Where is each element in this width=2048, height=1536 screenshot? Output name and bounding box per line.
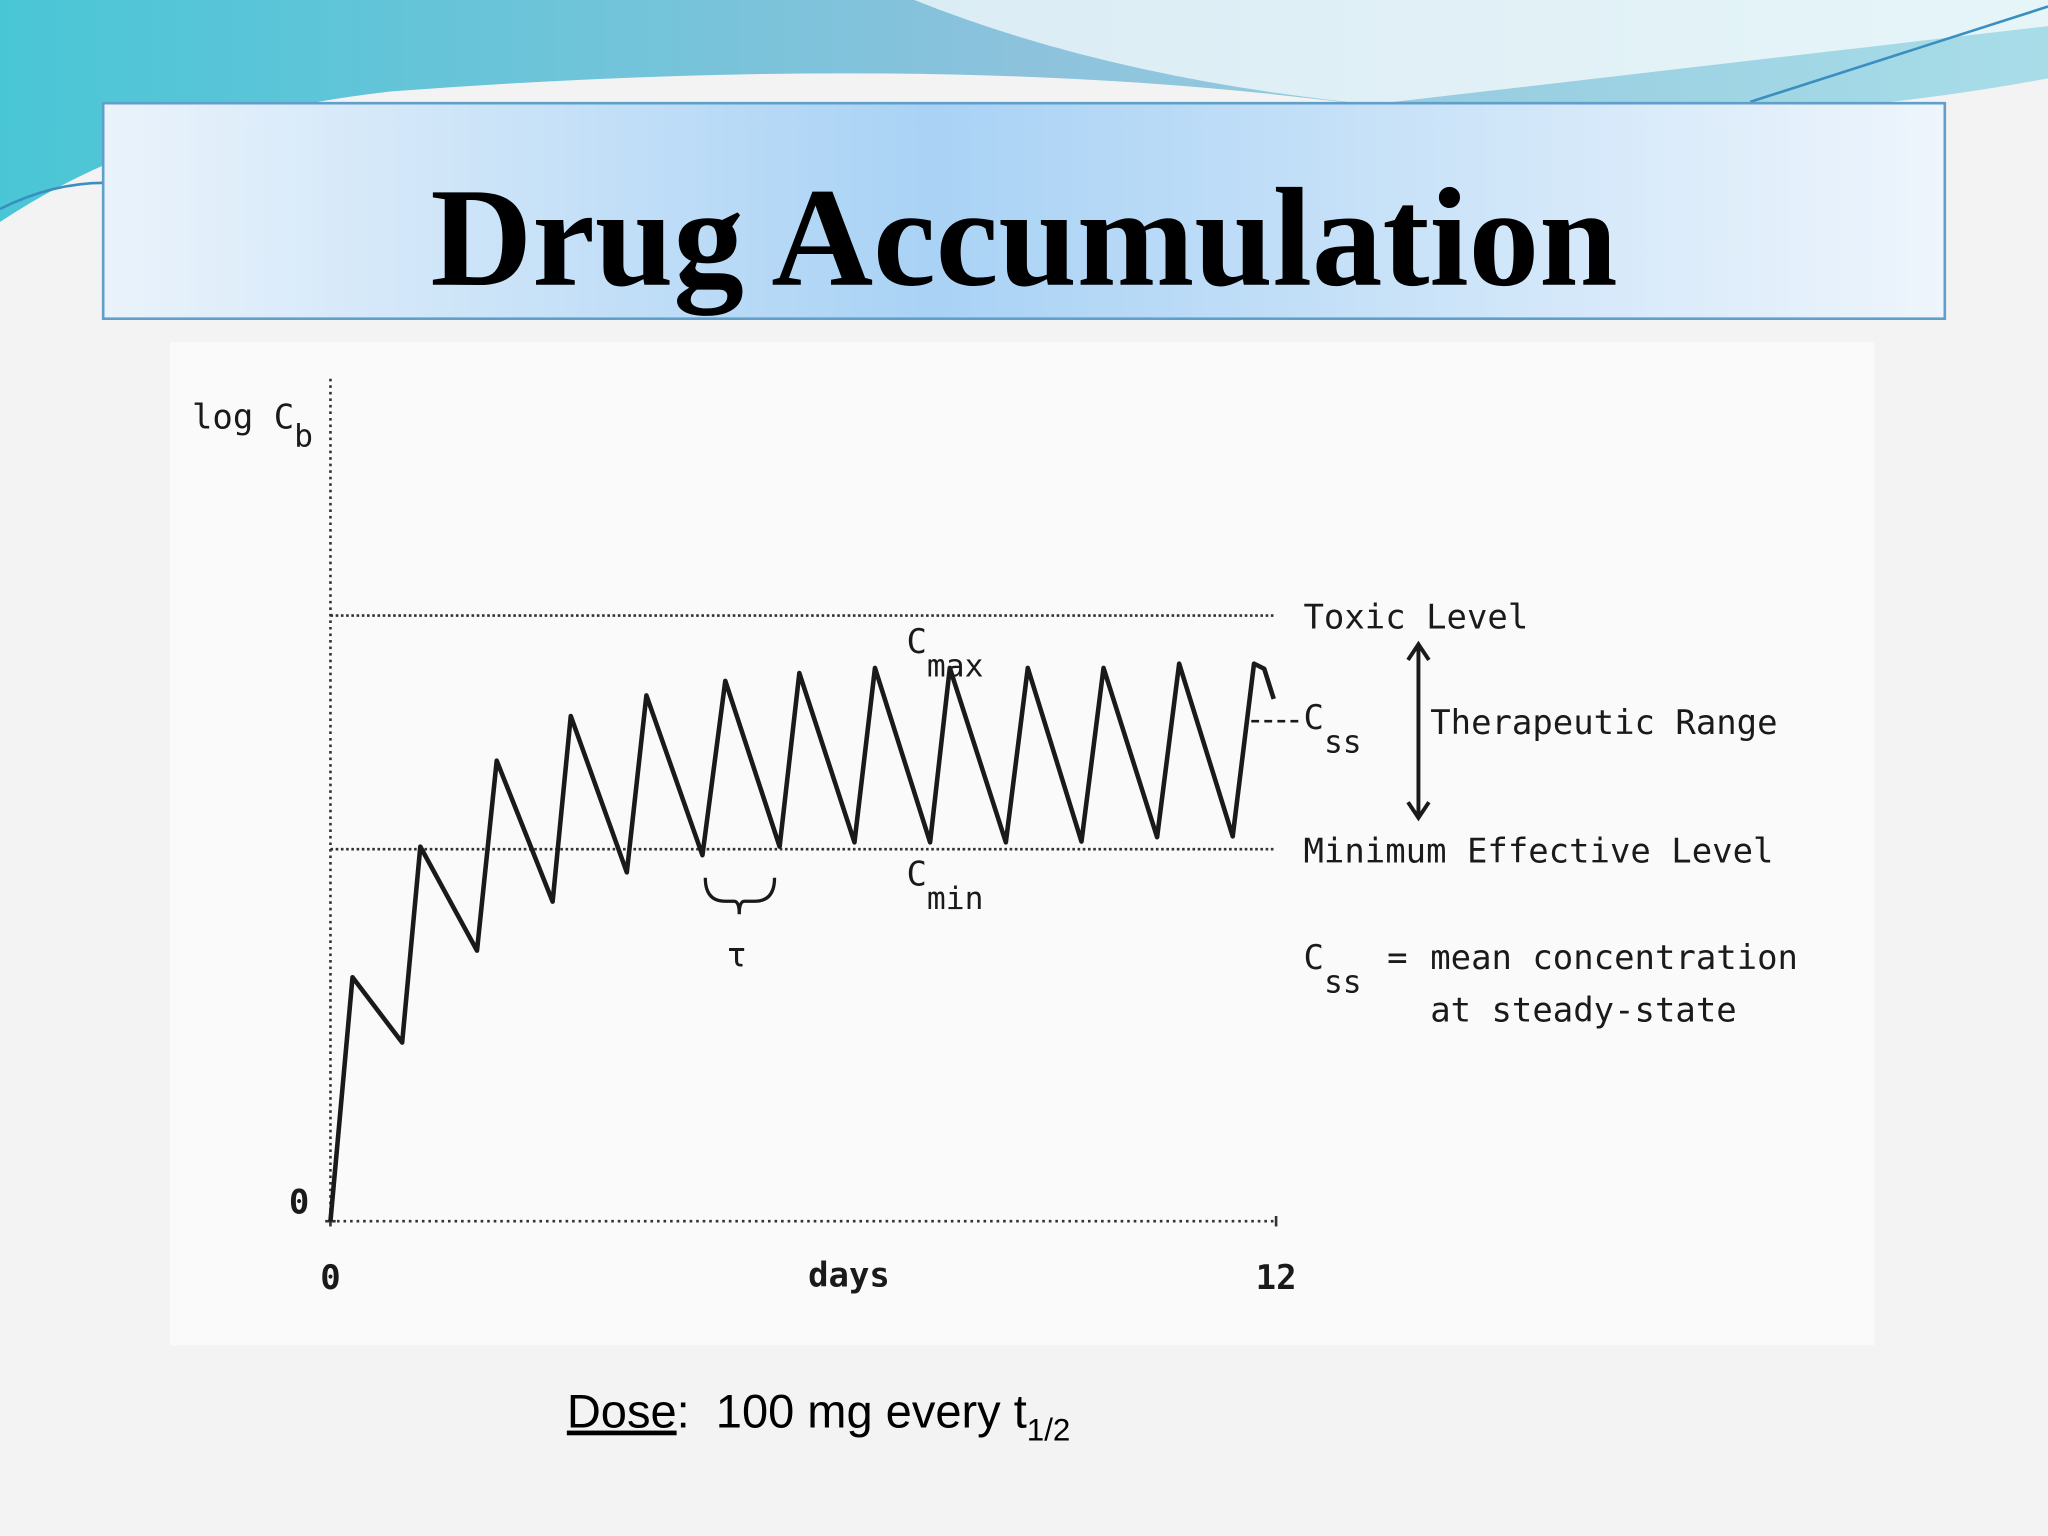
cmin-label: Cmin (906, 855, 983, 918)
tau-brace (703, 877, 777, 915)
footnote-text: : 100 mg every t (677, 1385, 1027, 1438)
chart-panel (169, 342, 1875, 1346)
reference-label: Toxic Level (1304, 598, 1529, 638)
cmin-text: C (906, 855, 926, 895)
definition-text: C (1304, 938, 1324, 978)
wave-line (1749, 5, 2048, 104)
x-axis-label: days (808, 1256, 890, 1296)
definition-symbol: Css (1304, 938, 1362, 1001)
css-label: Css (1304, 698, 1362, 761)
y-axis-label: log Cb (192, 397, 313, 454)
range-arrowhead (1406, 640, 1431, 662)
cmin-sub: min (927, 881, 984, 917)
data-line (328, 661, 1276, 1222)
footnote-sub: 1/2 (1027, 1413, 1071, 1448)
footnote: Dose: 100 mg every t1/2 (567, 1385, 1071, 1448)
wave-line (0, 181, 105, 211)
cmax-text: C (906, 622, 926, 662)
y-tick-label: 0 (289, 1182, 309, 1222)
range-arrowhead (1406, 801, 1431, 822)
definition-line: at steady-state (1430, 990, 1736, 1030)
y-axis-label-text: log C (192, 397, 294, 437)
css-text: C (1304, 698, 1324, 738)
definition-sub: ss (1324, 965, 1362, 1001)
reference-label: Minimum Effective Level (1304, 831, 1774, 871)
slide-title: Drug Accumulation (430, 159, 1617, 316)
title-box (101, 101, 1947, 320)
y-axis-label-sub: b (294, 419, 313, 455)
footnote-underlined: Dose (567, 1385, 677, 1438)
definition-equals: = (1387, 938, 1407, 978)
wave-highlight (914, 0, 2048, 105)
css-sub: ss (1324, 725, 1362, 761)
therapeutic-range-label: Therapeutic Range (1430, 703, 1777, 743)
definition-line: mean concentration (1430, 938, 1798, 978)
tau-label: τ (726, 936, 746, 976)
chart: log Cb days Therapeutic Range Cmax Cmin … (192, 378, 1798, 1298)
x-tick-label: 12 (1256, 1258, 1297, 1298)
x-tick-label: 0 (320, 1258, 340, 1298)
